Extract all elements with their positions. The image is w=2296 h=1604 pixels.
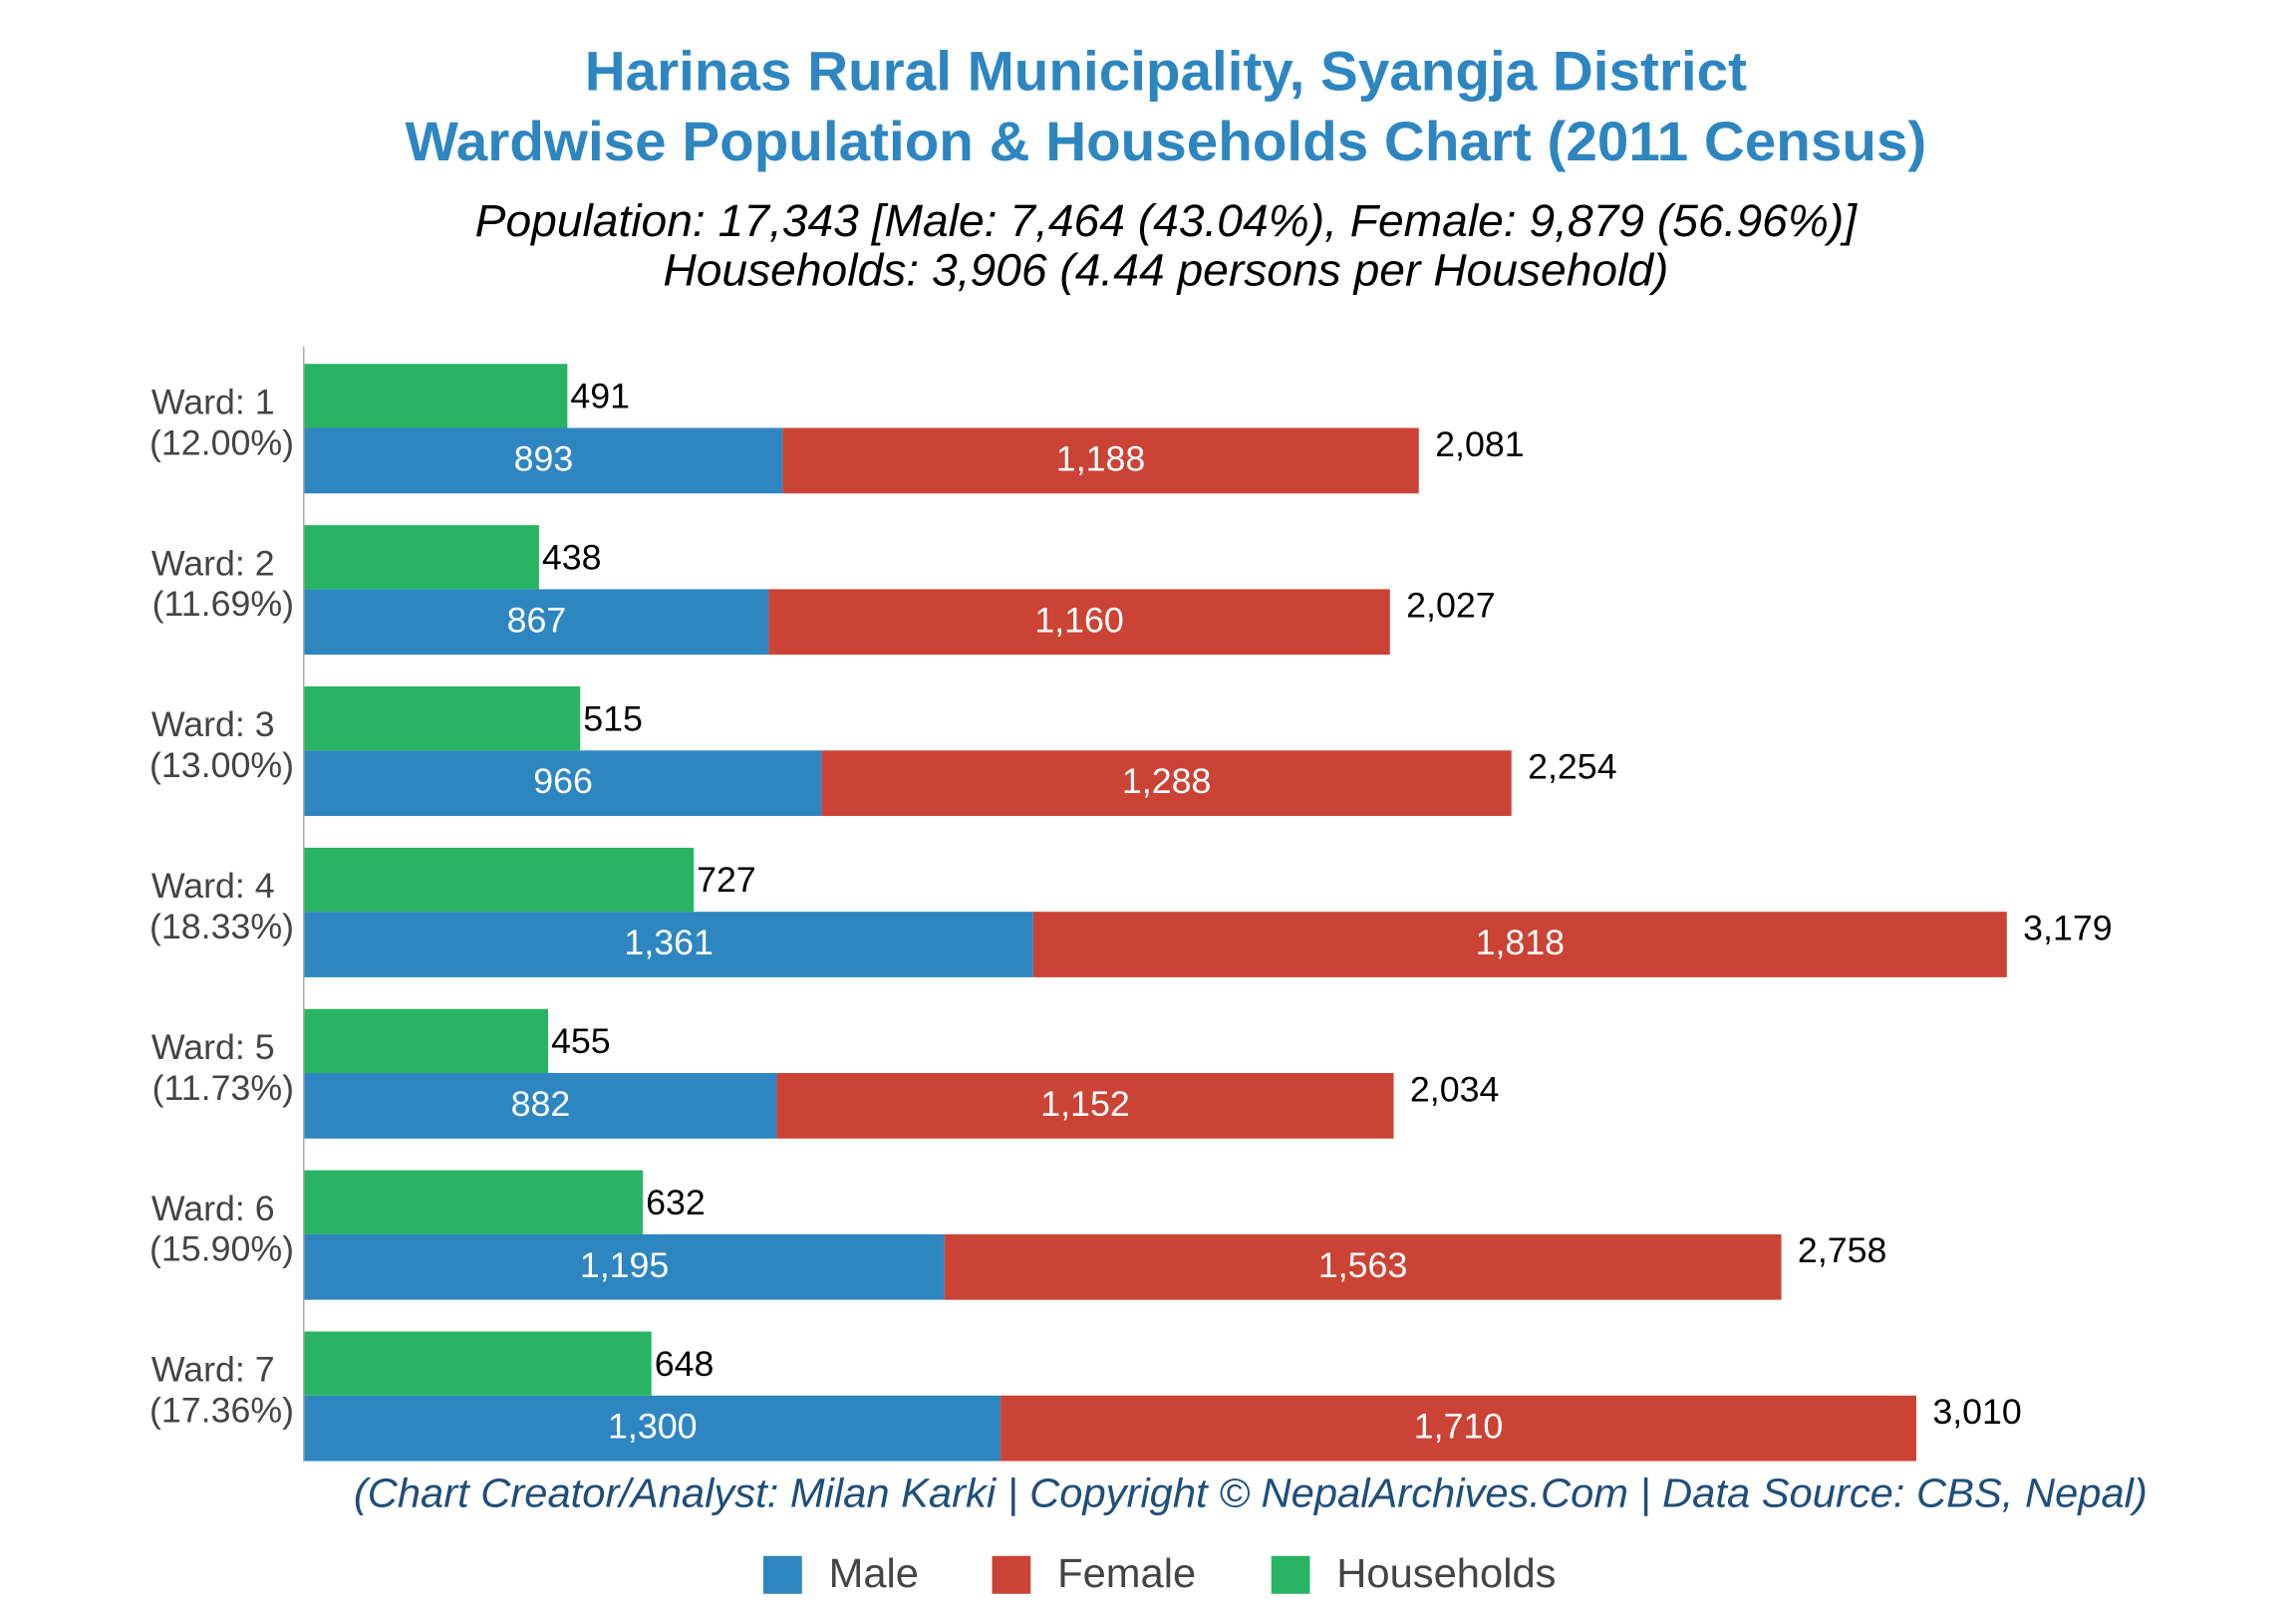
y-tick-label: Ward: 4 (151, 866, 275, 906)
y-tick-label: (15.90%) (149, 1229, 294, 1269)
data-label: 893 (514, 439, 574, 479)
chart-subtitle: Population: 17,343 [Male: 7,464 (43.04%)… (475, 195, 1859, 245)
household-bar (304, 364, 568, 428)
y-tick-label: Ward: 6 (151, 1189, 275, 1228)
data-label: 438 (542, 538, 602, 578)
household-bar (304, 685, 581, 751)
population-bar (1032, 912, 2007, 977)
data-label: 455 (551, 1021, 611, 1061)
legend-label: Male (829, 1550, 919, 1596)
population-bar (776, 1073, 1394, 1139)
data-label: 867 (507, 601, 567, 641)
footnote: (Chart Creator/Analyst: Milan Karki | Co… (354, 1470, 2148, 1516)
data-label: 1,160 (1034, 601, 1123, 641)
y-tick-label: Ward: 5 (151, 1027, 275, 1067)
data-label: 882 (511, 1084, 571, 1124)
y-tick-label: (12.00%) (149, 423, 294, 463)
data-label: 966 (533, 761, 593, 801)
total-label: 3,010 (1932, 1392, 2021, 1432)
data-label: 1,710 (1414, 1407, 1503, 1447)
y-tick-label: (17.36%) (149, 1391, 294, 1431)
y-tick-label: Ward: 7 (151, 1350, 275, 1390)
total-label: 2,081 (1435, 424, 1524, 464)
legend-label: Female (1057, 1550, 1196, 1596)
population-bar (304, 1073, 777, 1139)
population-bar (1001, 1395, 1916, 1462)
data-label: 1,152 (1040, 1084, 1129, 1124)
y-tick-label: Ward: 3 (151, 704, 275, 744)
household-bar (304, 1170, 644, 1234)
data-label: 515 (583, 699, 643, 739)
total-label: 2,034 (1410, 1070, 1499, 1110)
data-label: 1,361 (624, 923, 713, 962)
legend-swatch (1271, 1555, 1310, 1594)
population-bar (304, 427, 783, 494)
data-label: 1,188 (1056, 439, 1145, 479)
total-label: 2,027 (1406, 586, 1495, 626)
y-tick-label: Ward: 1 (151, 383, 275, 422)
population-bar (768, 589, 1390, 656)
household-bar (304, 525, 539, 590)
y-tick-label: (11.73%) (152, 1068, 294, 1108)
population-bar (304, 750, 822, 817)
household-bar (304, 847, 695, 913)
y-tick-label: Ward: 2 (151, 544, 275, 584)
data-label: 1,195 (580, 1245, 669, 1285)
household-bar (304, 1008, 549, 1074)
legend-swatch (992, 1555, 1031, 1594)
population-bar (304, 1395, 1002, 1462)
total-label: 2,254 (1528, 747, 1616, 787)
population-bar (821, 750, 1512, 817)
data-label: 632 (646, 1183, 706, 1222)
y-tick-label: (18.33%) (149, 907, 294, 946)
data-label: 1,288 (1122, 761, 1211, 801)
household-bar (304, 1331, 652, 1396)
population-bar (304, 589, 769, 656)
chart-title: Harinas Rural Municipality, Syangja Dist… (585, 40, 1747, 102)
data-label: 648 (655, 1344, 715, 1384)
data-label: 727 (697, 861, 756, 901)
total-label: 3,179 (2023, 909, 2112, 948)
y-tick-label: (11.69%) (152, 585, 294, 625)
total-label: 2,758 (1798, 1230, 1886, 1270)
y-tick-label: (13.00%) (149, 745, 294, 785)
data-label: 491 (570, 377, 630, 416)
population-bar (304, 1233, 945, 1300)
data-label: 1,818 (1476, 923, 1565, 962)
population-bar (944, 1233, 1782, 1300)
population-bar (304, 912, 1033, 977)
data-label: 1,563 (1318, 1245, 1407, 1285)
legend-label: Households (1336, 1550, 1556, 1596)
data-label: 1,300 (608, 1407, 697, 1447)
legend-swatch (763, 1555, 802, 1594)
chart-title: Wardwise Population & Households Chart (… (405, 110, 1926, 171)
chart-subtitle: Households: 3,906 (4.44 persons per Hous… (663, 245, 1668, 295)
population-bar (782, 427, 1419, 494)
